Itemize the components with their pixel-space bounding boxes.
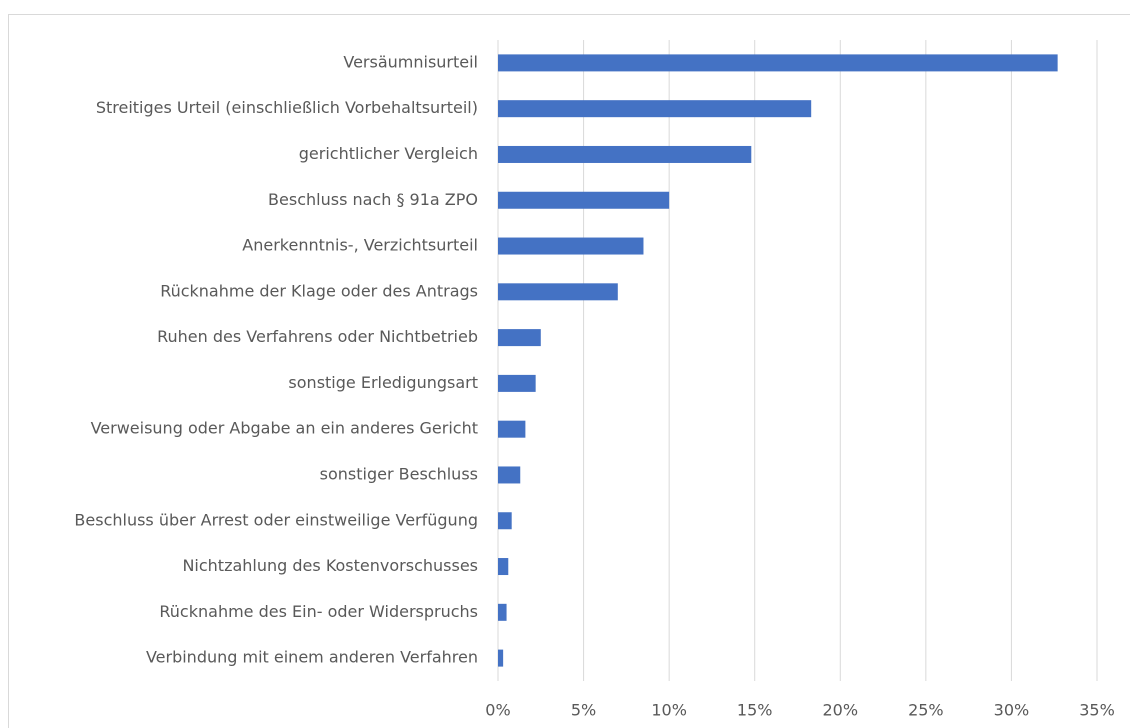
x-tick-label: 30%	[994, 701, 1030, 720]
bar	[498, 283, 618, 301]
bar	[498, 100, 812, 118]
x-tick-label: 35%	[1079, 701, 1115, 720]
x-tick-label: 20%	[823, 701, 859, 720]
bar	[498, 649, 504, 667]
bar	[498, 54, 1058, 72]
bar	[498, 420, 526, 438]
bar	[498, 558, 509, 576]
y-tick-label: sonstige Erledigungsart	[288, 373, 478, 392]
bar	[498, 329, 541, 347]
y-tick-label: Streitiges Urteil (einschließlich Vorbeh…	[96, 98, 478, 117]
bar	[498, 603, 507, 621]
bar	[498, 512, 512, 530]
y-tick-label: Beschluss über Arrest oder einstweilige …	[74, 510, 478, 529]
chart-border	[8, 14, 1130, 728]
bar	[498, 466, 521, 484]
bar	[498, 374, 536, 392]
x-tick-label: 0%	[485, 701, 510, 720]
y-tick-label: Verbindung mit einem anderen Verfahren	[146, 648, 478, 667]
y-tick-label: Versäumnisurteil	[343, 52, 478, 71]
y-tick-label: Verweisung oder Abgabe an ein anderes Ge…	[91, 419, 478, 438]
x-tick-label: 5%	[571, 701, 596, 720]
y-tick-label: Nichtzahlung des Kostenvorschusses	[182, 556, 478, 575]
y-tick-label: Rücknahme des Ein- oder Widerspruchs	[159, 602, 478, 621]
bar	[498, 191, 670, 209]
y-tick-label: gerichtlicher Vergleich	[299, 144, 478, 163]
y-tick-label: Anerkenntnis-, Verzichtsurteil	[242, 236, 478, 255]
y-tick-label: Ruhen des Verfahrens oder Nichtbetrieb	[157, 327, 478, 346]
y-tick-label: Rücknahme der Klage oder des Antrags	[160, 281, 478, 300]
x-tick-label: 25%	[908, 701, 944, 720]
y-tick-label: sonstiger Beschluss	[320, 464, 478, 483]
y-tick-label: Beschluss nach § 91a ZPO	[268, 190, 478, 209]
bar	[498, 145, 752, 163]
x-tick-label: 15%	[737, 701, 773, 720]
x-tick-label: 10%	[651, 701, 687, 720]
bar	[498, 237, 644, 255]
